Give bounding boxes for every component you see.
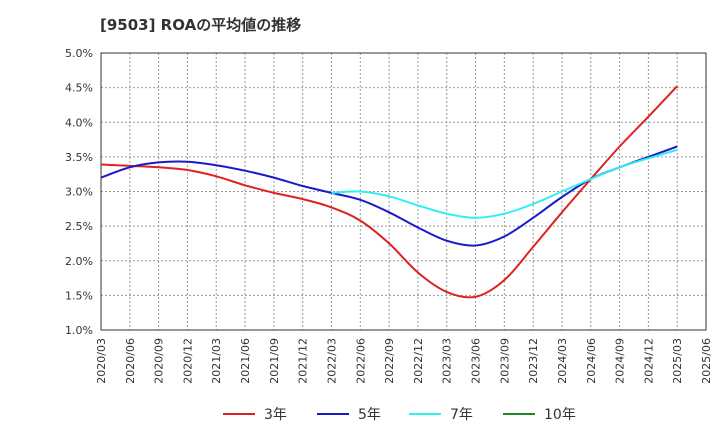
series-line-0 — [100, 85, 678, 299]
y-tick-label: 4.0% — [65, 116, 93, 129]
x-tick-label: 2024/12 — [642, 338, 655, 384]
x-tick-label: 2020/12 — [181, 338, 194, 384]
legend-label: 10年 — [544, 407, 576, 423]
plot-frame — [100, 52, 707, 331]
x-tick-label: 2021/03 — [210, 338, 223, 384]
legend: 3年 5年 7年 10年 — [223, 407, 576, 423]
x-tick-label: 2025/06 — [700, 338, 713, 384]
x-tick-label: 2023/03 — [441, 338, 454, 384]
y-tick-label: 2.5% — [65, 220, 93, 233]
y-tick-label: 2.0% — [65, 255, 93, 268]
legend-label: 3年 — [264, 407, 287, 423]
y-axis-ticks: 5.0% 4.5% 4.0% 3.5% 3.0% 2.5% 2.0% 1.5% 1.0% — [65, 47, 93, 337]
y-tick-label: 1.0% — [65, 324, 93, 337]
x-tick-label: 2023/12 — [527, 338, 540, 384]
x-tick-label: 2020/03 — [95, 338, 108, 384]
series-line-2 — [331, 148, 678, 219]
x-axis-ticks: 2020/03 2020/06 2020/09 2020/12 2021/03 2021/… — [95, 338, 713, 384]
x-tick-label: 2020/06 — [124, 338, 137, 384]
x-tick-label: 2024/09 — [614, 338, 627, 384]
x-tick-label: 2022/03 — [325, 338, 338, 384]
x-tick-label: 2021/12 — [297, 338, 310, 384]
x-tick-label: 2022/12 — [412, 338, 425, 384]
y-tick-label: 1.5% — [65, 289, 93, 302]
x-tick-label: 2022/06 — [354, 338, 367, 384]
x-tick-label: 2021/09 — [268, 338, 281, 384]
legend-label: 5年 — [358, 407, 381, 423]
y-tick-label: 5.0% — [65, 47, 93, 60]
plot-area — [101, 53, 706, 330]
x-tick-label: 2022/09 — [383, 338, 396, 384]
x-tick-label: 2023/06 — [470, 338, 483, 384]
series-lines — [100, 85, 678, 299]
y-tick-label: 3.0% — [65, 186, 93, 199]
y-tick-label: 4.5% — [65, 82, 93, 95]
series-line-1 — [100, 145, 678, 247]
y-tick-label: 3.5% — [65, 151, 93, 164]
x-tick-label: 2024/06 — [585, 338, 598, 384]
chart-title: [9503] ROAの平均値の推移 — [100, 16, 301, 34]
x-tick-label: 2025/03 — [671, 338, 684, 384]
x-tick-label: 2020/09 — [153, 338, 166, 384]
x-tick-label: 2021/06 — [239, 338, 252, 384]
x-tick-label: 2023/09 — [498, 338, 511, 384]
x-tick-label: 2024/03 — [556, 338, 569, 384]
legend-label: 7年 — [450, 407, 473, 423]
